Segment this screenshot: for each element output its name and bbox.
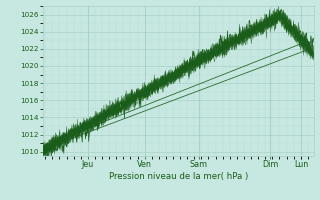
X-axis label: Pression niveau de la mer( hPa ): Pression niveau de la mer( hPa ): [109, 172, 248, 181]
